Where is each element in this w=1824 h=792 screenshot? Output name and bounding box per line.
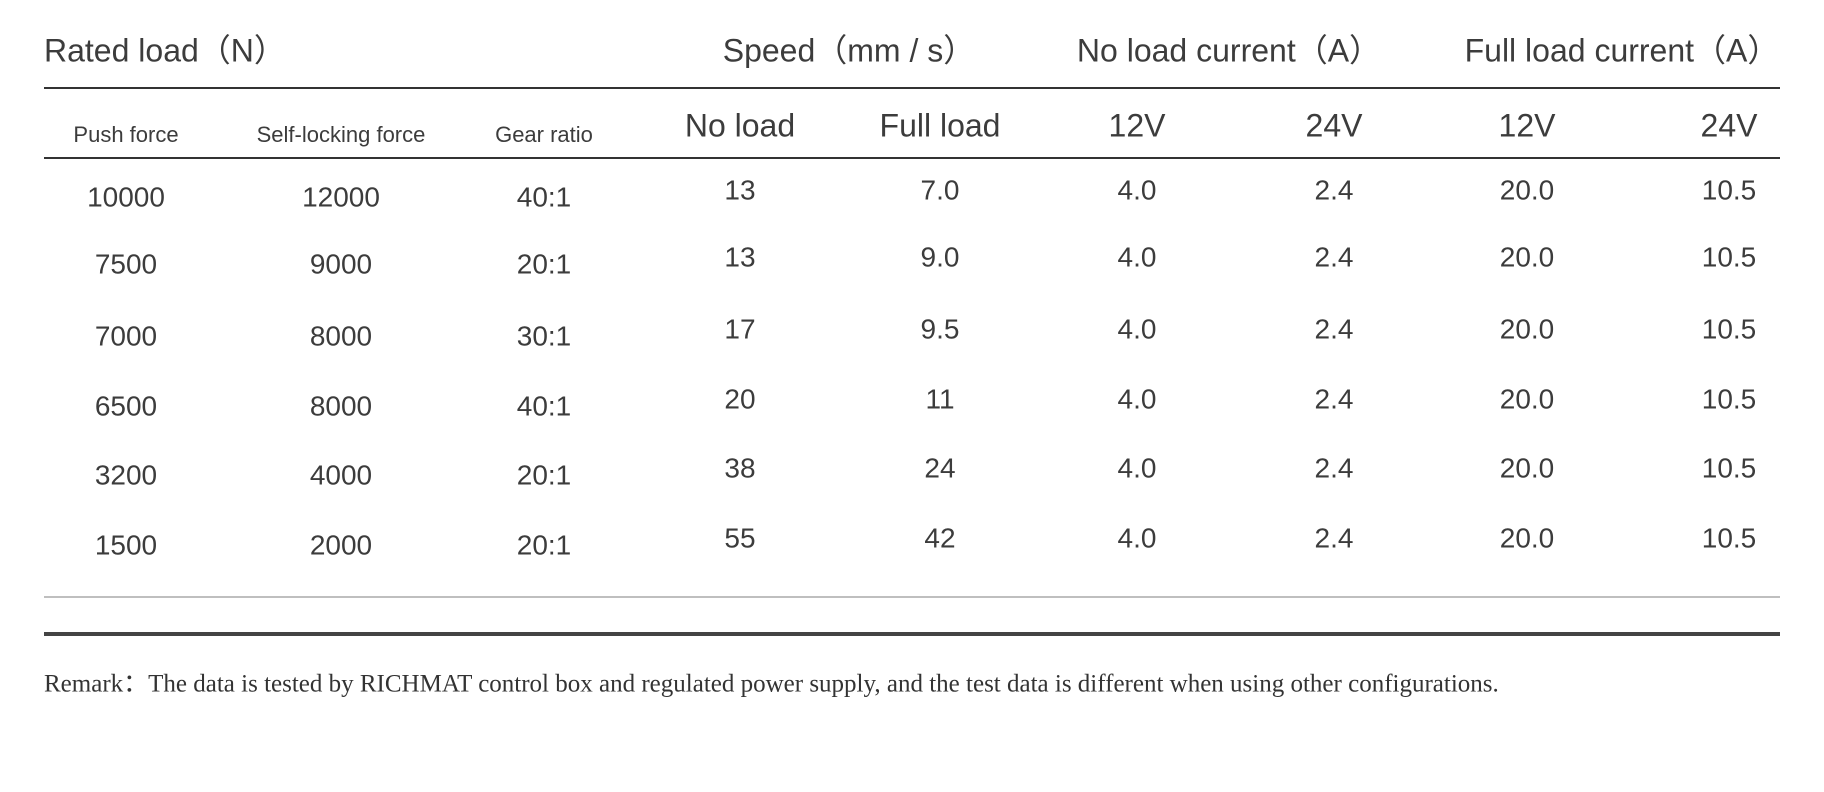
cell: 20.0 [1500, 383, 1555, 414]
cell: 4.0 [1118, 452, 1157, 483]
cell: 10.5 [1702, 241, 1757, 272]
group-header: Full load current（A） [1465, 32, 1780, 68]
column-header: 24V [1701, 107, 1759, 143]
cell: 4.0 [1118, 313, 1157, 344]
cell: 10000 [87, 181, 165, 212]
cell: 20.0 [1500, 241, 1555, 272]
column-header: Gear ratio [495, 122, 593, 147]
cell: 10.5 [1702, 522, 1757, 553]
group-header: Speed（mm / s） [723, 32, 976, 68]
column-header: Full load [880, 107, 1001, 143]
cell: 4.0 [1118, 241, 1157, 272]
cell: 4.0 [1118, 522, 1157, 553]
cell: 9.0 [921, 241, 960, 272]
cell: 2.4 [1315, 241, 1354, 272]
cell: 30:1 [517, 320, 572, 351]
group-header: Rated load（N） [44, 32, 286, 68]
column-header: 12V [1109, 107, 1167, 143]
cell: 2.4 [1315, 522, 1354, 553]
cell: 2.4 [1315, 174, 1354, 205]
column-header: Self-locking force [257, 122, 426, 147]
cell: 2.4 [1315, 452, 1354, 483]
cell: 4000 [310, 459, 372, 490]
cell: 4.0 [1118, 383, 1157, 414]
cell: 4.0 [1118, 174, 1157, 205]
cell: 3200 [95, 459, 157, 490]
cell: 2.4 [1315, 313, 1354, 344]
cell: 17 [724, 313, 755, 344]
cell: 11 [925, 383, 954, 414]
cell: 20.0 [1500, 452, 1555, 483]
cell: 8000 [310, 320, 372, 351]
cell: 7500 [95, 248, 157, 279]
cell: 42 [924, 522, 955, 553]
cell: 12000 [302, 181, 380, 212]
cell: 20:1 [517, 529, 572, 560]
cell: 24 [924, 452, 955, 483]
remark: Remark：The data is tested by RICHMAT con… [44, 671, 1499, 698]
cell: 40:1 [517, 390, 572, 421]
column-header: 24V [1306, 107, 1364, 143]
cell: 20:1 [517, 248, 572, 279]
cell: 20:1 [517, 459, 572, 490]
column-header: No load [685, 107, 795, 143]
cell: 2.4 [1315, 383, 1354, 414]
cell: 13 [724, 174, 755, 205]
group-header: No load current（A） [1077, 32, 1381, 68]
cell: 1500 [95, 529, 157, 560]
cell: 10.5 [1702, 383, 1757, 414]
cell: 10.5 [1702, 313, 1757, 344]
cell: 38 [724, 452, 755, 483]
cell: 10.5 [1702, 452, 1757, 483]
cell: 13 [724, 241, 755, 272]
cell: 2000 [310, 529, 372, 560]
cell: 55 [724, 522, 755, 553]
column-header: 12V [1499, 107, 1557, 143]
cell: 6500 [95, 390, 157, 421]
cell: 40:1 [517, 181, 572, 212]
cell: 9000 [310, 248, 372, 279]
cell: 20 [724, 383, 755, 414]
cell: 20.0 [1500, 174, 1555, 205]
cell: 7.0 [921, 174, 960, 205]
column-header: Push force [73, 122, 178, 147]
cell: 8000 [310, 390, 372, 421]
cell: 7000 [95, 320, 157, 351]
cell: 20.0 [1500, 313, 1555, 344]
cell: 9.5 [921, 313, 960, 344]
cell: 20.0 [1500, 522, 1555, 553]
cell: 10.5 [1702, 174, 1757, 205]
